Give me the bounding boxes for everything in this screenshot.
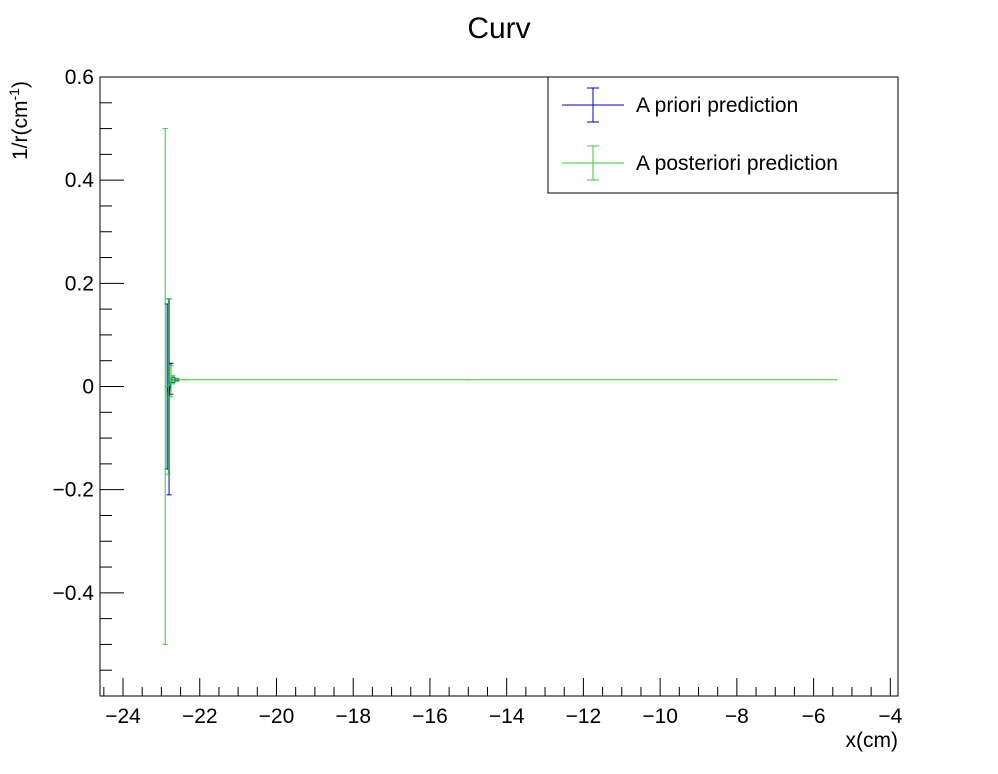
legend: A priori prediction A posteriori predict… [547, 76, 899, 194]
legend-label-a-posteriori: A posteriori prediction [636, 152, 838, 175]
y-axis-title-main: 1/r(cm [9, 101, 32, 161]
y-tick-label: 0.6 [65, 66, 94, 89]
y-tick-label: −0.4 [53, 582, 95, 605]
x-tick-label: −4 [878, 705, 902, 728]
x-tick-label: −24 [105, 705, 141, 728]
plot-area [162, 128, 838, 645]
legend-label-a-priori: A priori prediction [636, 94, 798, 117]
x-tick-label: −16 [412, 705, 448, 728]
x-tick-label: −18 [335, 705, 371, 728]
data-point [170, 380, 172, 383]
data-point [172, 378, 174, 381]
y-axis: 0.6 0.4 0.2 0 −0.2 −0.4 [53, 66, 124, 671]
series-a-posteriori [162, 128, 838, 645]
y-tick-label: 0.2 [65, 272, 94, 295]
data-point [183, 378, 186, 381]
x-tick-label: −22 [182, 705, 218, 728]
legend-entry-a-posteriori: A posteriori prediction [562, 145, 838, 181]
y-tick-label: 0.4 [65, 169, 95, 192]
x-tick-label: −8 [725, 705, 749, 728]
x-tick-label: −14 [489, 705, 525, 728]
data-point [164, 385, 167, 388]
data-point [467, 378, 470, 381]
data-point [835, 378, 838, 381]
x-tick-label: −6 [802, 705, 826, 728]
x-tick-label: −12 [566, 705, 602, 728]
series-line [165, 379, 837, 387]
x-axis: −24 −22 −20 −18 −16 −14 −12 −10 −8 −6 −4 [103, 678, 903, 728]
legend-box [547, 76, 899, 194]
y-axis-title-close: ) [9, 81, 32, 88]
y-tick-label: 0 [82, 376, 94, 399]
x-axis-title: x(cm) [846, 729, 898, 752]
data-point [167, 385, 170, 388]
chart-title: Curv [467, 12, 530, 45]
data-point [175, 378, 178, 381]
x-tick-label: −20 [259, 705, 295, 728]
y-axis-title-sup: -1 [6, 88, 22, 101]
y-axis-title: 1/r(cm-1) [6, 81, 32, 160]
y-tick-label: −0.2 [53, 479, 94, 502]
x-tick-label: −10 [642, 705, 678, 728]
legend-entry-a-priori: A priori prediction [562, 87, 798, 123]
